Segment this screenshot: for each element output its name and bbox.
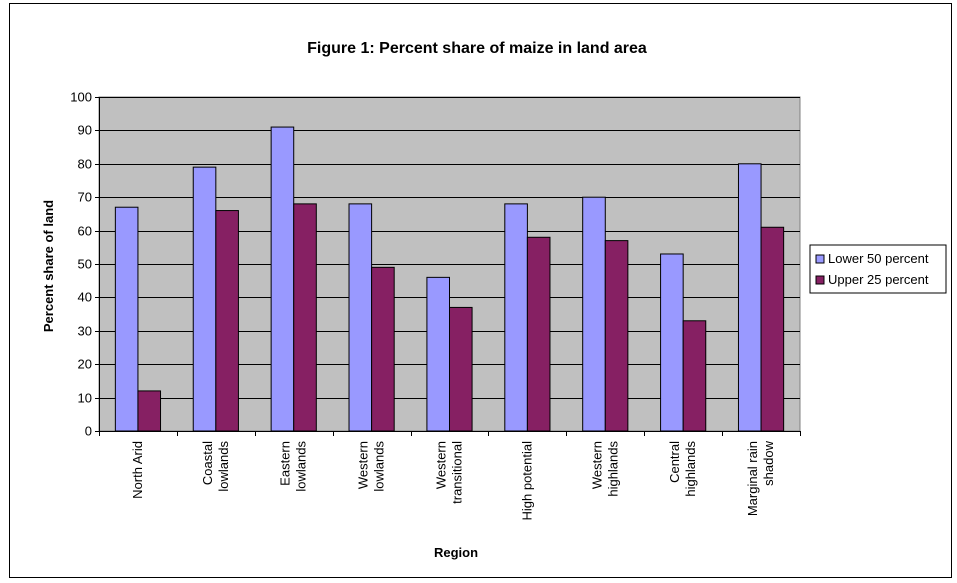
x-tick-label: Eastern bbox=[278, 441, 293, 486]
y-tick-label: 90 bbox=[78, 123, 92, 138]
bar-lower-50 bbox=[114, 206, 139, 432]
chart-title: Figure 1: Percent share of maize in land… bbox=[307, 40, 647, 57]
x-tick-label: North Arid bbox=[130, 441, 145, 499]
bar-chart: Figure 1: Percent share of maize in land… bbox=[41, 40, 947, 560]
y-tick-label: 0 bbox=[85, 424, 92, 439]
x-tick-label: highlands bbox=[605, 441, 620, 497]
legend: Lower 50 percent Upper 25 percent bbox=[809, 244, 947, 294]
bar-upper-25 bbox=[526, 236, 551, 432]
x-tick-label: lowlands bbox=[372, 441, 387, 492]
x-tick-label: lowlands bbox=[216, 441, 231, 492]
bar-lower-50 bbox=[348, 203, 373, 432]
x-tick-label: Coastal bbox=[200, 441, 215, 485]
y-tick-label: 40 bbox=[78, 290, 92, 305]
y-tick-label: 30 bbox=[78, 324, 92, 339]
bar-lower-50 bbox=[192, 166, 217, 432]
y-tick-label: 80 bbox=[78, 157, 92, 172]
bar-upper-25 bbox=[604, 240, 629, 432]
legend-label-lower-50: Lower 50 percent bbox=[828, 251, 929, 266]
bar-upper-25 bbox=[449, 306, 473, 432]
x-tick-label: Western bbox=[434, 441, 449, 489]
y-tick-label: 70 bbox=[78, 190, 92, 205]
x-tick-label: Marginal rain bbox=[745, 441, 760, 516]
bar-upper-25 bbox=[137, 390, 162, 432]
x-tick-label: Western bbox=[589, 441, 604, 489]
legend-label-upper-25: Upper 25 percent bbox=[828, 272, 929, 287]
x-tick-label: High potential bbox=[519, 441, 534, 521]
x-axis-title: Region bbox=[434, 545, 478, 560]
y-tick-label: 10 bbox=[78, 391, 92, 406]
x-tick-label: shadow bbox=[761, 440, 776, 485]
bar-lower-50 bbox=[737, 163, 762, 432]
bar-lower-50 bbox=[504, 203, 528, 432]
y-tick-label: 50 bbox=[78, 257, 92, 272]
legend-box bbox=[809, 244, 947, 294]
x-tick-label: Western bbox=[356, 441, 371, 489]
x-tick-label: Central bbox=[667, 441, 682, 483]
bar-upper-25 bbox=[371, 266, 395, 432]
x-tick-label: transitional bbox=[450, 441, 465, 504]
y-tick-label: 100 bbox=[70, 90, 92, 105]
bar-upper-25 bbox=[760, 226, 785, 432]
bar-upper-25 bbox=[215, 210, 239, 432]
bar-upper-25 bbox=[682, 320, 707, 432]
y-tick-label: 20 bbox=[78, 357, 92, 372]
x-tick-label: highlands bbox=[683, 441, 698, 497]
bar-lower-50 bbox=[270, 126, 295, 432]
bar-lower-50 bbox=[426, 276, 451, 432]
y-axis-title: Percent share of land bbox=[41, 200, 56, 332]
chart-frame: Figure 1: Percent share of maize in land… bbox=[9, 3, 952, 578]
legend-swatch-upper-25 bbox=[815, 275, 825, 285]
bar-upper-25 bbox=[293, 203, 317, 432]
legend-swatch-lower-50 bbox=[815, 254, 825, 264]
x-tick-label: lowlands bbox=[294, 441, 309, 492]
y-tick-label: 60 bbox=[78, 224, 92, 239]
bar-lower-50 bbox=[582, 196, 606, 432]
bar-lower-50 bbox=[660, 253, 684, 432]
